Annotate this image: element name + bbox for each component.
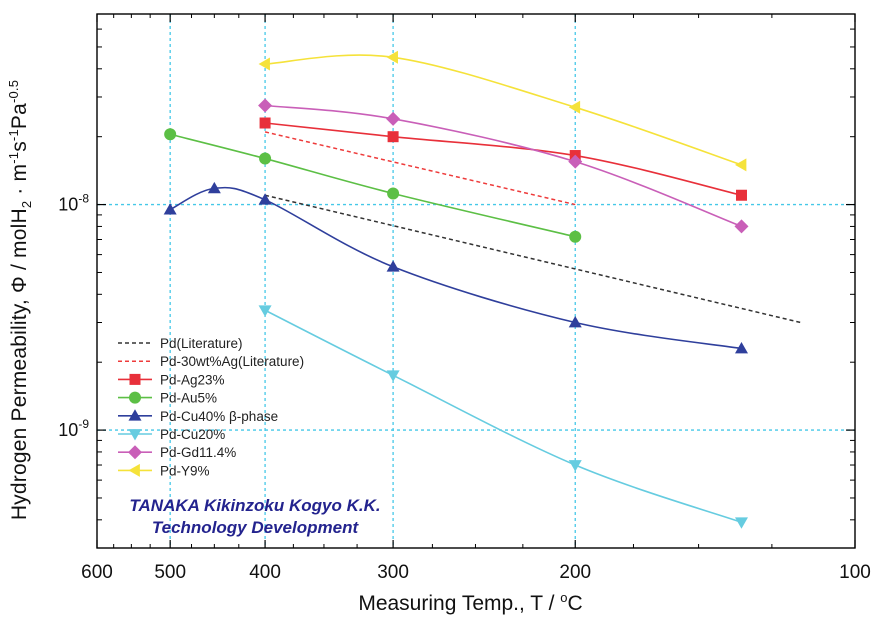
data-point-pd-gd11-4 [734,219,749,234]
legend-label-pd-ag23: Pd-Ag23% [160,372,225,387]
data-point-pd-cu20 [734,517,748,529]
data-point-pd-cu40-phase [734,342,748,354]
data-point-pd-y9 [568,100,581,114]
x-tick-label: 200 [559,562,591,583]
x-tick-label: 300 [377,562,409,583]
x-axis-label: Measuring Temp., T / oC [358,590,583,615]
legend-label-pd-cu40-phase: Pd-Cu40% β-phase [160,409,278,424]
data-point-pd-y9 [734,158,747,172]
data-point-pd-au5 [569,230,582,243]
data-point-pd-cu20 [386,370,400,382]
legend-label-pd-cu20: Pd-Cu20% [160,427,225,442]
legend-marker-pd-cu40-phase [128,409,142,421]
legend: Pd(Literature) Pd-30wt%Ag(Literature) Pd-A… [118,336,304,478]
data-point-pd-cu40-phase [568,315,582,328]
x-tick-label: 100 [839,562,871,583]
legend-label-pd-gd11-4: Pd-Gd11.4% [160,445,236,460]
legend-marker-pd-gd11-4 [128,445,142,460]
series-line-pd-cu20 [264,309,742,524]
data-point-pd-y9 [386,50,398,64]
watermark-line: TANAKA Kikinzoku Kogyo K.K. [129,496,380,515]
series-markers [163,50,749,529]
data-point-pd-ag23 [387,131,399,143]
data-point-pd-gd11-4 [568,154,583,169]
legend-marker-pd-y9 [128,463,140,477]
legend-marker-pd-au5 [129,391,141,404]
data-point-pd-gd11-4 [258,98,273,113]
data-point-pd-ag23 [735,189,747,201]
data-point-pd-cu40-phase [258,193,272,205]
data-point-pd-cu40-phase [163,203,177,215]
legend-label-pd-au5: Pd-Au5% [160,391,217,406]
data-point-pd-y9 [258,57,270,71]
series-line-pd-gd11-4 [264,104,742,228]
grid-lines [97,14,855,548]
legend-marker-pd-cu20 [128,429,142,441]
data-point-pd-cu20 [258,305,272,317]
series-line-pd-cu40-phase [169,186,742,350]
y-tick-label: 10-9 [58,417,89,440]
data-point-pd-gd11-4 [386,111,401,126]
watermark-line: Technology Development [152,518,360,537]
legend-label-pd-literature: Pd(Literature) [160,336,243,351]
axes: 600 500 400 300 200 100 10-8 10-9 [58,13,871,583]
legend-label-pd-30wt-ag-literature: Pd-30wt%Ag(Literature) [160,354,304,369]
data-point-pd-cu40-phase [207,181,221,194]
legend-marker-pd-ag23 [129,373,141,385]
legend-label-pd-y9: Pd-Y9% [160,463,210,478]
x-tick-label: 600 [81,562,113,583]
data-point-pd-cu20 [568,460,582,472]
x-tick-label: 500 [154,562,186,583]
data-point-pd-au5 [164,128,177,141]
series-line-pd-literature [264,194,801,324]
data-point-pd-ag23 [259,117,271,129]
data-point-pd-au5 [387,187,400,200]
watermark: TANAKA Kikinzoku Kogyo K.K. Technology De… [129,496,380,537]
series-line-pd-30wt-ag-literature [264,131,576,206]
series-lines [169,54,801,524]
y-tick-label: 10-8 [58,192,89,215]
series-line-pd-ag23 [264,122,742,197]
x-tick-label: 400 [249,562,281,583]
series-line-pd-y9 [265,54,742,166]
plot-frame [96,13,856,549]
data-point-pd-cu40-phase [386,260,400,272]
series-line-pd-au5 [169,133,576,238]
data-point-pd-au5 [259,152,272,165]
